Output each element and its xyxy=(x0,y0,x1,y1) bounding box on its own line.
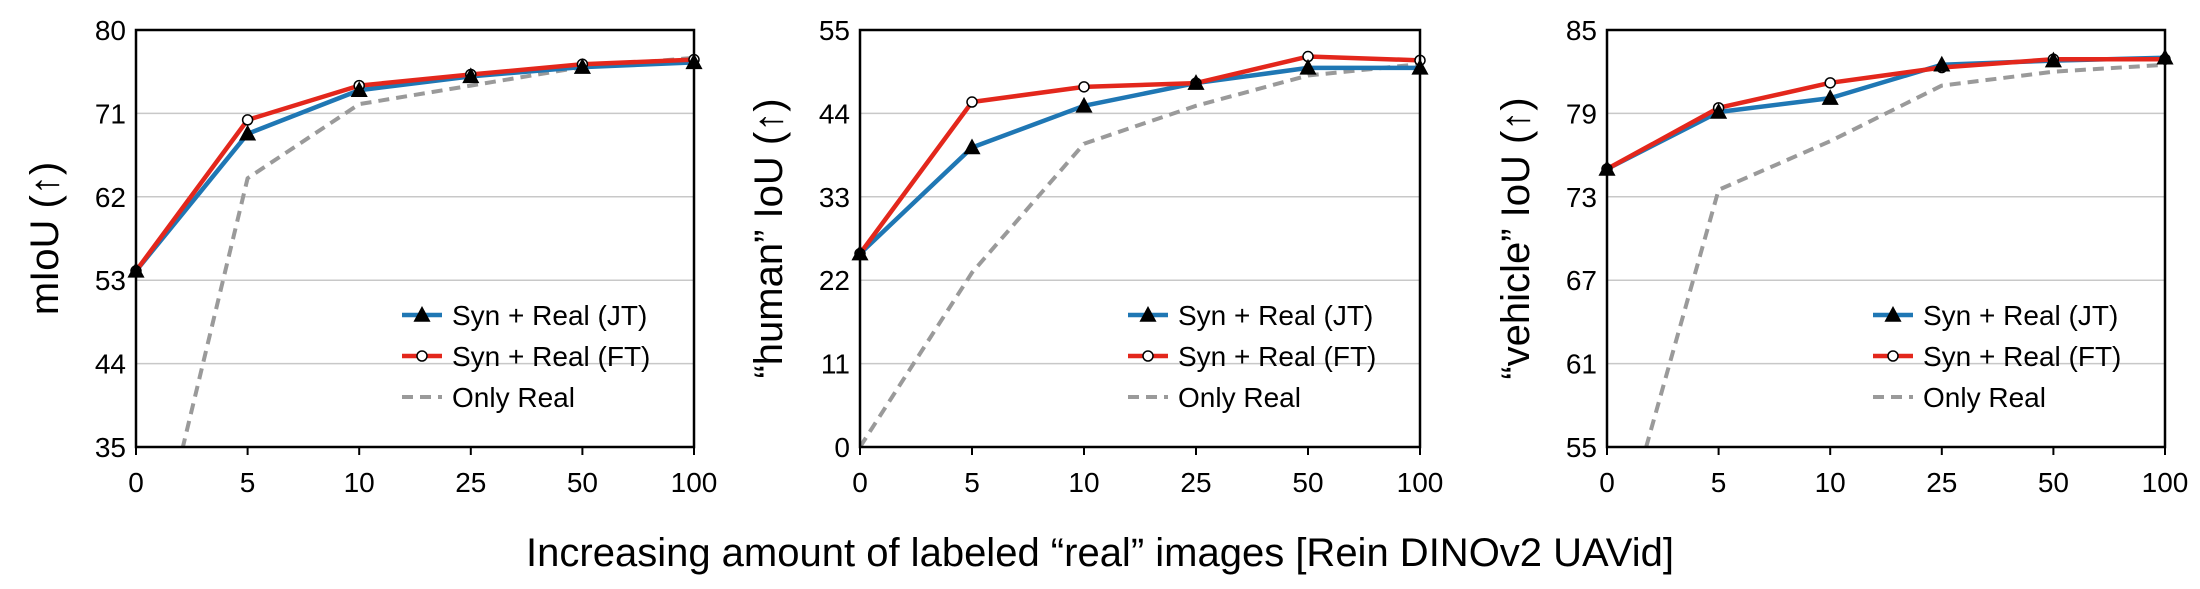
x-tick-label: 0 xyxy=(128,467,144,498)
y-tick-label: 53 xyxy=(95,265,126,296)
legend-marker xyxy=(1139,306,1157,322)
x-tick-label: 25 xyxy=(1926,467,1957,498)
y-tick-label: 71 xyxy=(95,98,126,129)
y-tick-label: 0 xyxy=(834,432,850,463)
data-point xyxy=(1299,58,1317,75)
y-axis-label: mIoU (↑) xyxy=(23,162,67,315)
x-tick-label: 5 xyxy=(1711,467,1727,498)
data-point xyxy=(2044,51,2062,68)
x-tick-label: 25 xyxy=(455,467,486,498)
legend-marker xyxy=(1884,306,1902,322)
series-line xyxy=(136,57,694,273)
x-tick-label: 0 xyxy=(852,467,868,498)
panel-vehicle-iou: 55 61 67 73 79 85 0 5 10 25 50 100 “vehicle” IoU (↑)… xyxy=(1494,15,2189,498)
y-tick-label: 67 xyxy=(1566,265,1597,296)
x-tick-label: 25 xyxy=(1180,467,1211,498)
legend-marker xyxy=(1142,350,1154,362)
plot-area xyxy=(1607,55,2165,447)
series-line xyxy=(860,54,1420,256)
x-tick-label: 50 xyxy=(2038,467,2069,498)
legend-label: Syn + Real (JT) xyxy=(1923,300,2118,331)
data-point xyxy=(1821,89,1839,105)
data-point xyxy=(239,124,257,141)
data-point xyxy=(1075,96,1093,113)
y-tick-label: 44 xyxy=(95,349,126,380)
data-point xyxy=(1824,77,1836,89)
plot-frame xyxy=(1605,28,2167,449)
data-point xyxy=(350,81,368,97)
y-tick-label: 22 xyxy=(819,265,850,296)
plot-area xyxy=(136,55,694,447)
y-tick-label: 79 xyxy=(1566,98,1597,129)
y-tick-label: 85 xyxy=(1566,15,1597,46)
data-point xyxy=(963,138,981,155)
panel-miou: 35 44 53 62 71 80 0 5 10 25 50 100 mIoU (↑) Syn + Rea… xyxy=(23,15,718,498)
data-point xyxy=(966,96,978,108)
x-tick-label: 5 xyxy=(964,467,980,498)
legend-label: Syn + Real (FT) xyxy=(1178,341,1376,372)
x-axis-label: Increasing amount of labeled “real” imag… xyxy=(526,531,1674,575)
legend: Syn + Real (JT) Syn + Real (FT) Only Real xyxy=(402,300,650,413)
x-tick-label: 10 xyxy=(344,467,375,498)
plot-area xyxy=(860,54,1420,447)
x-tick-label: 50 xyxy=(1292,467,1323,498)
legend-label: Only Real xyxy=(452,382,575,413)
legend-marker xyxy=(413,306,431,322)
y-tick-label: 55 xyxy=(819,15,850,46)
x-tick-label: 100 xyxy=(1397,467,1444,498)
series-line xyxy=(860,65,1420,256)
x-tick-label: 50 xyxy=(567,467,598,498)
plot-frame xyxy=(134,28,696,449)
x-tick-label: 10 xyxy=(1815,467,1846,498)
data-point xyxy=(1078,81,1090,93)
series-line xyxy=(1644,62,2165,447)
legend-label: Only Real xyxy=(1178,382,1301,413)
y-axis-label: “human” IoU (↑) xyxy=(747,98,791,378)
y-tick-label: 62 xyxy=(95,182,126,213)
series-line xyxy=(860,62,1420,447)
y-tick-label: 73 xyxy=(1566,182,1597,213)
data-point xyxy=(573,58,591,74)
y-tick-label: 35 xyxy=(95,432,126,463)
y-tick-label: 80 xyxy=(95,15,126,46)
x-tick-label: 10 xyxy=(1068,467,1099,498)
y-tick-label: 61 xyxy=(1566,349,1597,380)
legend: Syn + Real (JT) Syn + Real (FT) Only Real xyxy=(1873,300,2121,413)
series-line xyxy=(1607,56,2165,171)
legend-marker xyxy=(1887,350,1899,362)
legend-label: Syn + Real (JT) xyxy=(1178,300,1373,331)
y-tick-label: 11 xyxy=(821,349,850,380)
y-tick-label: 44 xyxy=(819,98,850,129)
data-point xyxy=(1187,74,1205,90)
legend-label: Only Real xyxy=(1923,382,2046,413)
data-point xyxy=(241,114,254,126)
x-tick-label: 100 xyxy=(671,467,718,498)
legend: Syn + Real (JT) Syn + Real (FT) Only Real xyxy=(1128,300,1376,413)
x-tick-label: 5 xyxy=(240,467,256,498)
data-point xyxy=(1710,103,1728,119)
x-tick-label: 100 xyxy=(2142,467,2189,498)
legend-label: Syn + Real (JT) xyxy=(452,300,647,331)
y-axis-label: “vehicle” IoU (↑) xyxy=(1494,97,1538,379)
legend-marker xyxy=(416,350,428,362)
legend-label: Syn + Real (FT) xyxy=(1923,341,2121,372)
panel-human-iou: 0 11 22 33 44 55 0 5 10 25 50 100 “human” IoU (↑) Syn… xyxy=(747,15,1443,498)
y-tick-label: 55 xyxy=(1566,432,1597,463)
plot-frame xyxy=(858,28,1422,449)
data-point xyxy=(1933,55,1951,72)
legend-label: Syn + Real (FT) xyxy=(452,341,650,372)
x-tick-label: 0 xyxy=(1599,467,1615,498)
series-line xyxy=(136,60,694,273)
data-point xyxy=(462,67,480,84)
y-tick-label: 33 xyxy=(819,182,850,213)
